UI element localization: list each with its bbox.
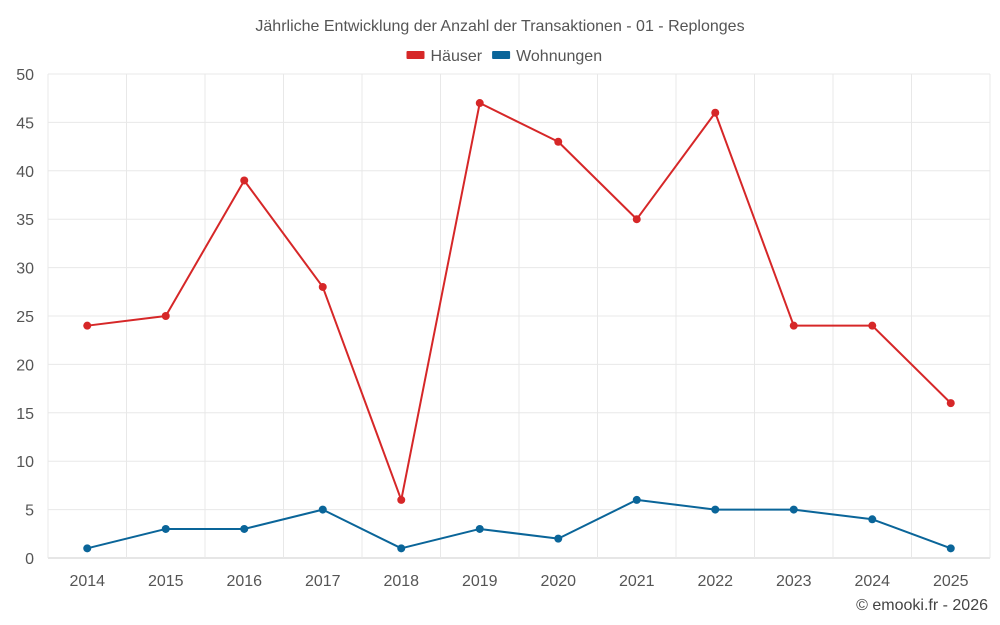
legend: Häuser Wohnungen bbox=[406, 48, 602, 65]
data-point[interactable] bbox=[868, 321, 877, 330]
data-point[interactable] bbox=[711, 505, 720, 514]
y-tick-label: 50 bbox=[16, 67, 34, 84]
data-point[interactable] bbox=[554, 534, 563, 543]
data-point[interactable] bbox=[397, 544, 406, 553]
y-tick-label: 10 bbox=[16, 454, 34, 471]
series-line bbox=[87, 102, 952, 501]
data-point[interactable] bbox=[789, 505, 798, 514]
data-point[interactable] bbox=[318, 505, 327, 514]
data-point[interactable] bbox=[632, 215, 641, 224]
series-wohnungen bbox=[83, 495, 955, 553]
data-point[interactable] bbox=[397, 495, 406, 504]
legend-item-wohnungen[interactable]: Wohnungen bbox=[492, 48, 602, 65]
y-tick-label: 40 bbox=[16, 164, 34, 181]
legend-item-haeuser[interactable]: Häuser bbox=[406, 48, 483, 65]
y-tick-label: 5 bbox=[25, 503, 34, 520]
y-tick-label: 0 bbox=[25, 551, 34, 568]
x-tick-label: 2018 bbox=[383, 573, 419, 590]
data-point[interactable] bbox=[83, 321, 92, 330]
data-point[interactable] bbox=[240, 176, 249, 185]
data-point[interactable] bbox=[475, 99, 484, 108]
x-axis: 2014 2015 2016 2017 2018 2019 2020 2021 2022 2023… bbox=[69, 573, 968, 590]
x-tick-label: 2019 bbox=[462, 573, 498, 590]
data-point[interactable] bbox=[475, 524, 484, 533]
x-tick-label: 2016 bbox=[226, 573, 262, 590]
data-point[interactable] bbox=[946, 544, 955, 553]
x-tick-label: 2022 bbox=[697, 573, 733, 590]
x-tick-label: 2024 bbox=[854, 573, 890, 590]
legend-label: Wohnungen bbox=[516, 48, 602, 65]
y-tick-label: 45 bbox=[16, 115, 34, 132]
x-tick-label: 2017 bbox=[305, 573, 341, 590]
x-tick-label: 2015 bbox=[148, 573, 184, 590]
data-point[interactable] bbox=[240, 524, 249, 533]
data-point[interactable] bbox=[711, 108, 720, 117]
chart-title: Jährliche Entwicklung der Anzahl der Tra… bbox=[255, 18, 744, 35]
data-point[interactable] bbox=[318, 282, 327, 291]
data-point[interactable] bbox=[868, 515, 877, 524]
data-point[interactable] bbox=[946, 399, 955, 408]
series-line bbox=[87, 498, 952, 550]
x-tick-label: 2021 bbox=[619, 573, 655, 590]
credit-text: © emooki.fr - 2026 bbox=[856, 597, 988, 614]
x-tick-label: 2020 bbox=[540, 573, 576, 590]
y-tick-label: 25 bbox=[16, 309, 34, 326]
legend-label: Häuser bbox=[431, 48, 483, 65]
x-tick-label: 2023 bbox=[776, 573, 812, 590]
x-tick-label: 2025 bbox=[933, 573, 969, 590]
legend-swatch bbox=[492, 51, 511, 59]
data-point[interactable] bbox=[632, 495, 641, 504]
grid bbox=[47, 73, 991, 559]
y-tick-label: 15 bbox=[16, 406, 34, 423]
series-group bbox=[83, 99, 955, 553]
data-point[interactable] bbox=[554, 137, 563, 146]
series-haeuser bbox=[83, 99, 955, 504]
y-tick-label: 35 bbox=[16, 212, 34, 229]
x-tick-label: 2014 bbox=[69, 573, 105, 590]
data-point[interactable] bbox=[789, 321, 798, 330]
y-tick-label: 30 bbox=[16, 261, 34, 278]
data-point[interactable] bbox=[161, 312, 170, 320]
y-axis: 0 5 10 15 20 25 30 35 40 45 50 bbox=[16, 67, 34, 568]
legend-swatch bbox=[406, 51, 425, 59]
y-tick-label: 20 bbox=[16, 357, 34, 374]
data-point[interactable] bbox=[161, 524, 170, 533]
data-point[interactable] bbox=[83, 544, 92, 553]
